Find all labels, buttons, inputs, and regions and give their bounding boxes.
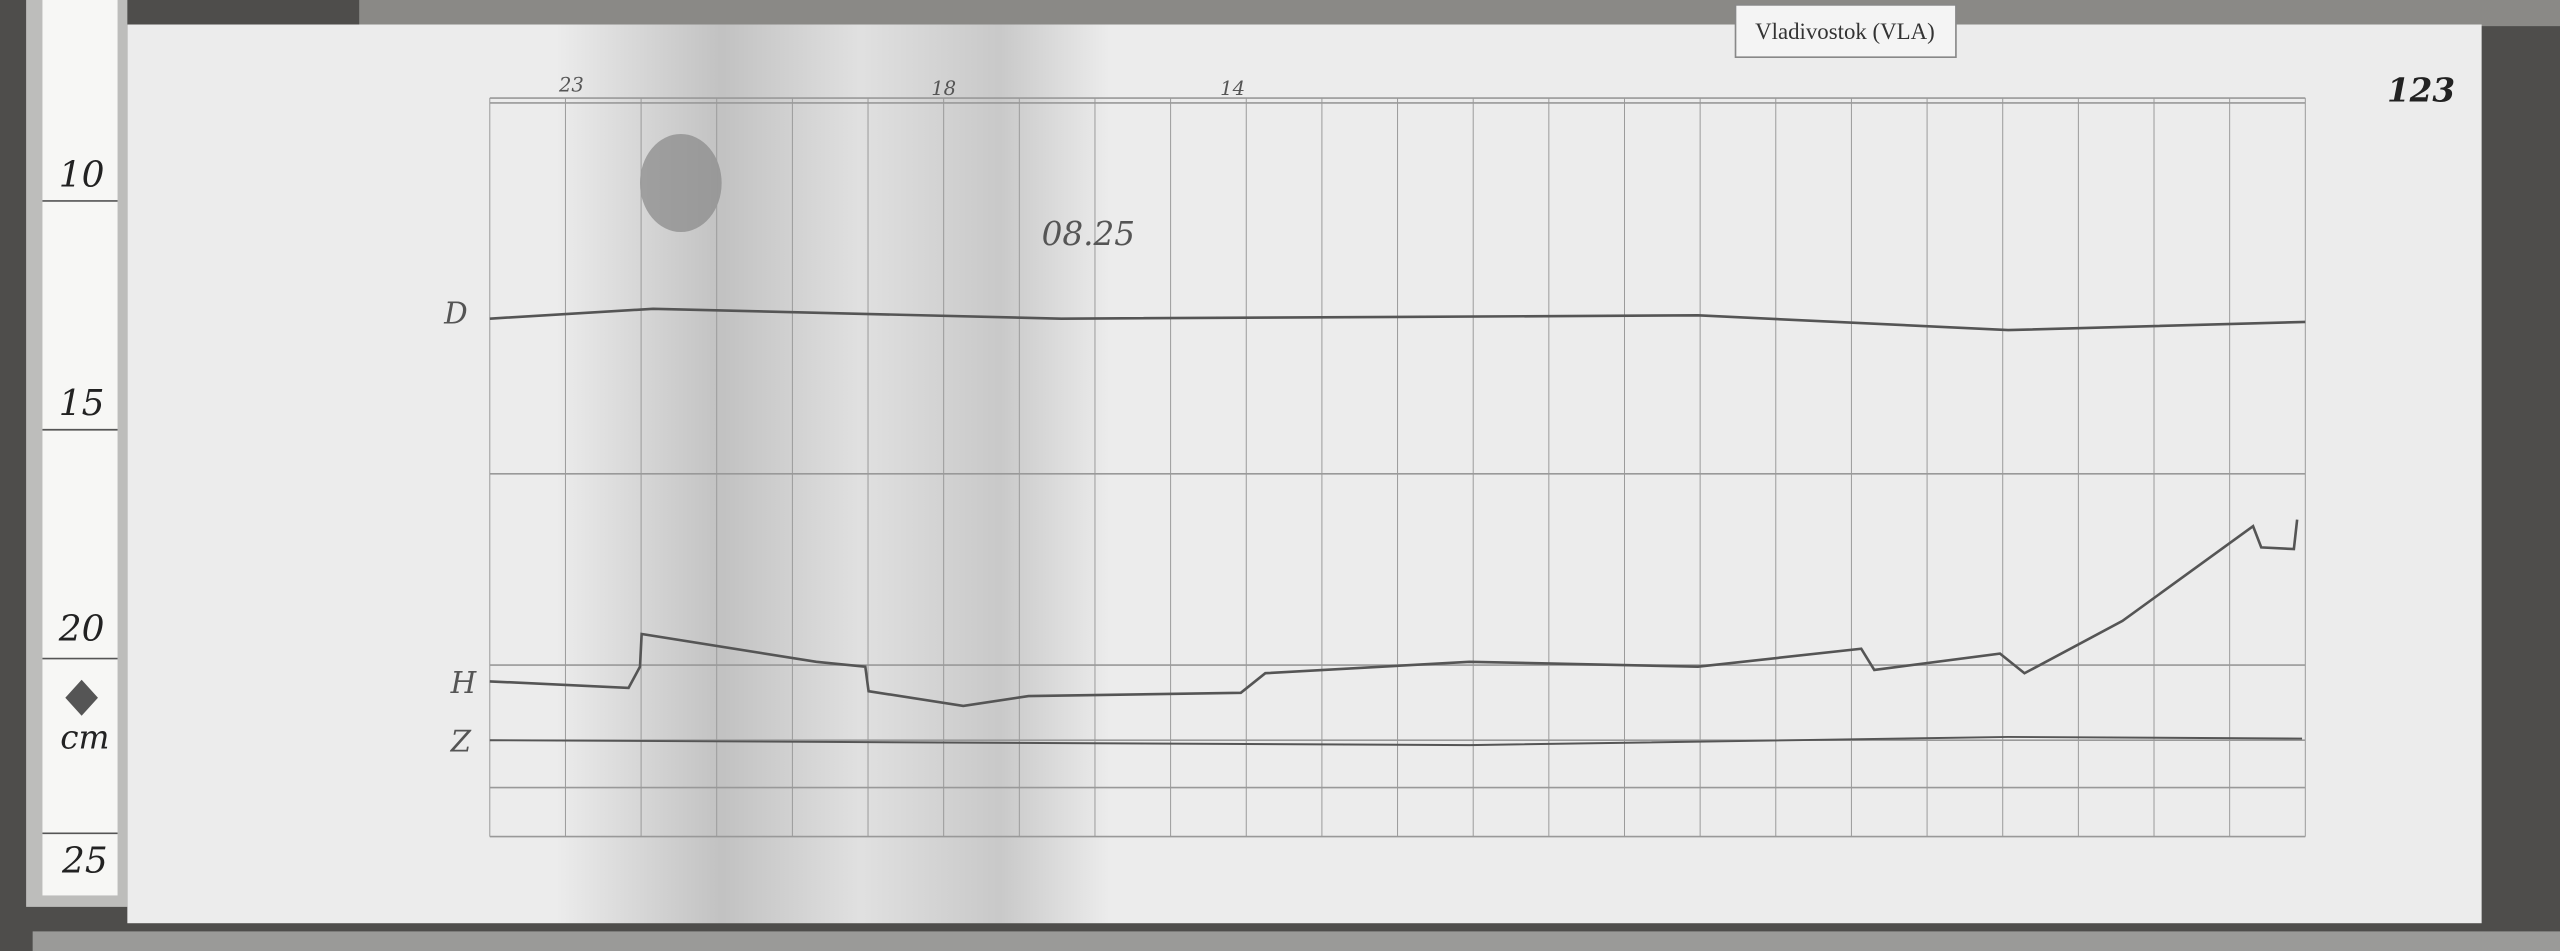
ruler-lines <box>42 200 118 835</box>
z-trace <box>489 735 2303 747</box>
annotation: 08.25 <box>1042 215 1135 253</box>
station-label: Vladivostok (VLA) <box>1755 19 1935 44</box>
ruler-mark: 15 <box>59 383 105 424</box>
ruler-mark: 20 <box>58 609 105 650</box>
grid <box>489 97 2306 838</box>
ruler-unit: cm <box>60 718 109 756</box>
h-trace <box>489 519 2299 708</box>
bottom-strip <box>32 931 2560 951</box>
top-strip <box>359 0 2560 27</box>
ruler-mark: 10 <box>59 154 105 195</box>
trace-label: Z <box>450 725 472 759</box>
ruler-logo <box>65 679 98 716</box>
trace-label: D <box>443 297 468 331</box>
ruler-mark: 25 <box>61 841 108 882</box>
station-label-box <box>1734 4 1957 59</box>
stain <box>640 133 722 233</box>
hour-label: 14 <box>1220 77 1245 100</box>
sheet-number: 123 <box>2387 70 2455 109</box>
ruler <box>42 0 118 896</box>
hour-label: 23 <box>558 73 584 96</box>
traces <box>489 307 2306 747</box>
hour-label: 18 <box>931 77 956 100</box>
d-trace <box>489 307 2306 332</box>
trace-label: H <box>450 666 478 700</box>
